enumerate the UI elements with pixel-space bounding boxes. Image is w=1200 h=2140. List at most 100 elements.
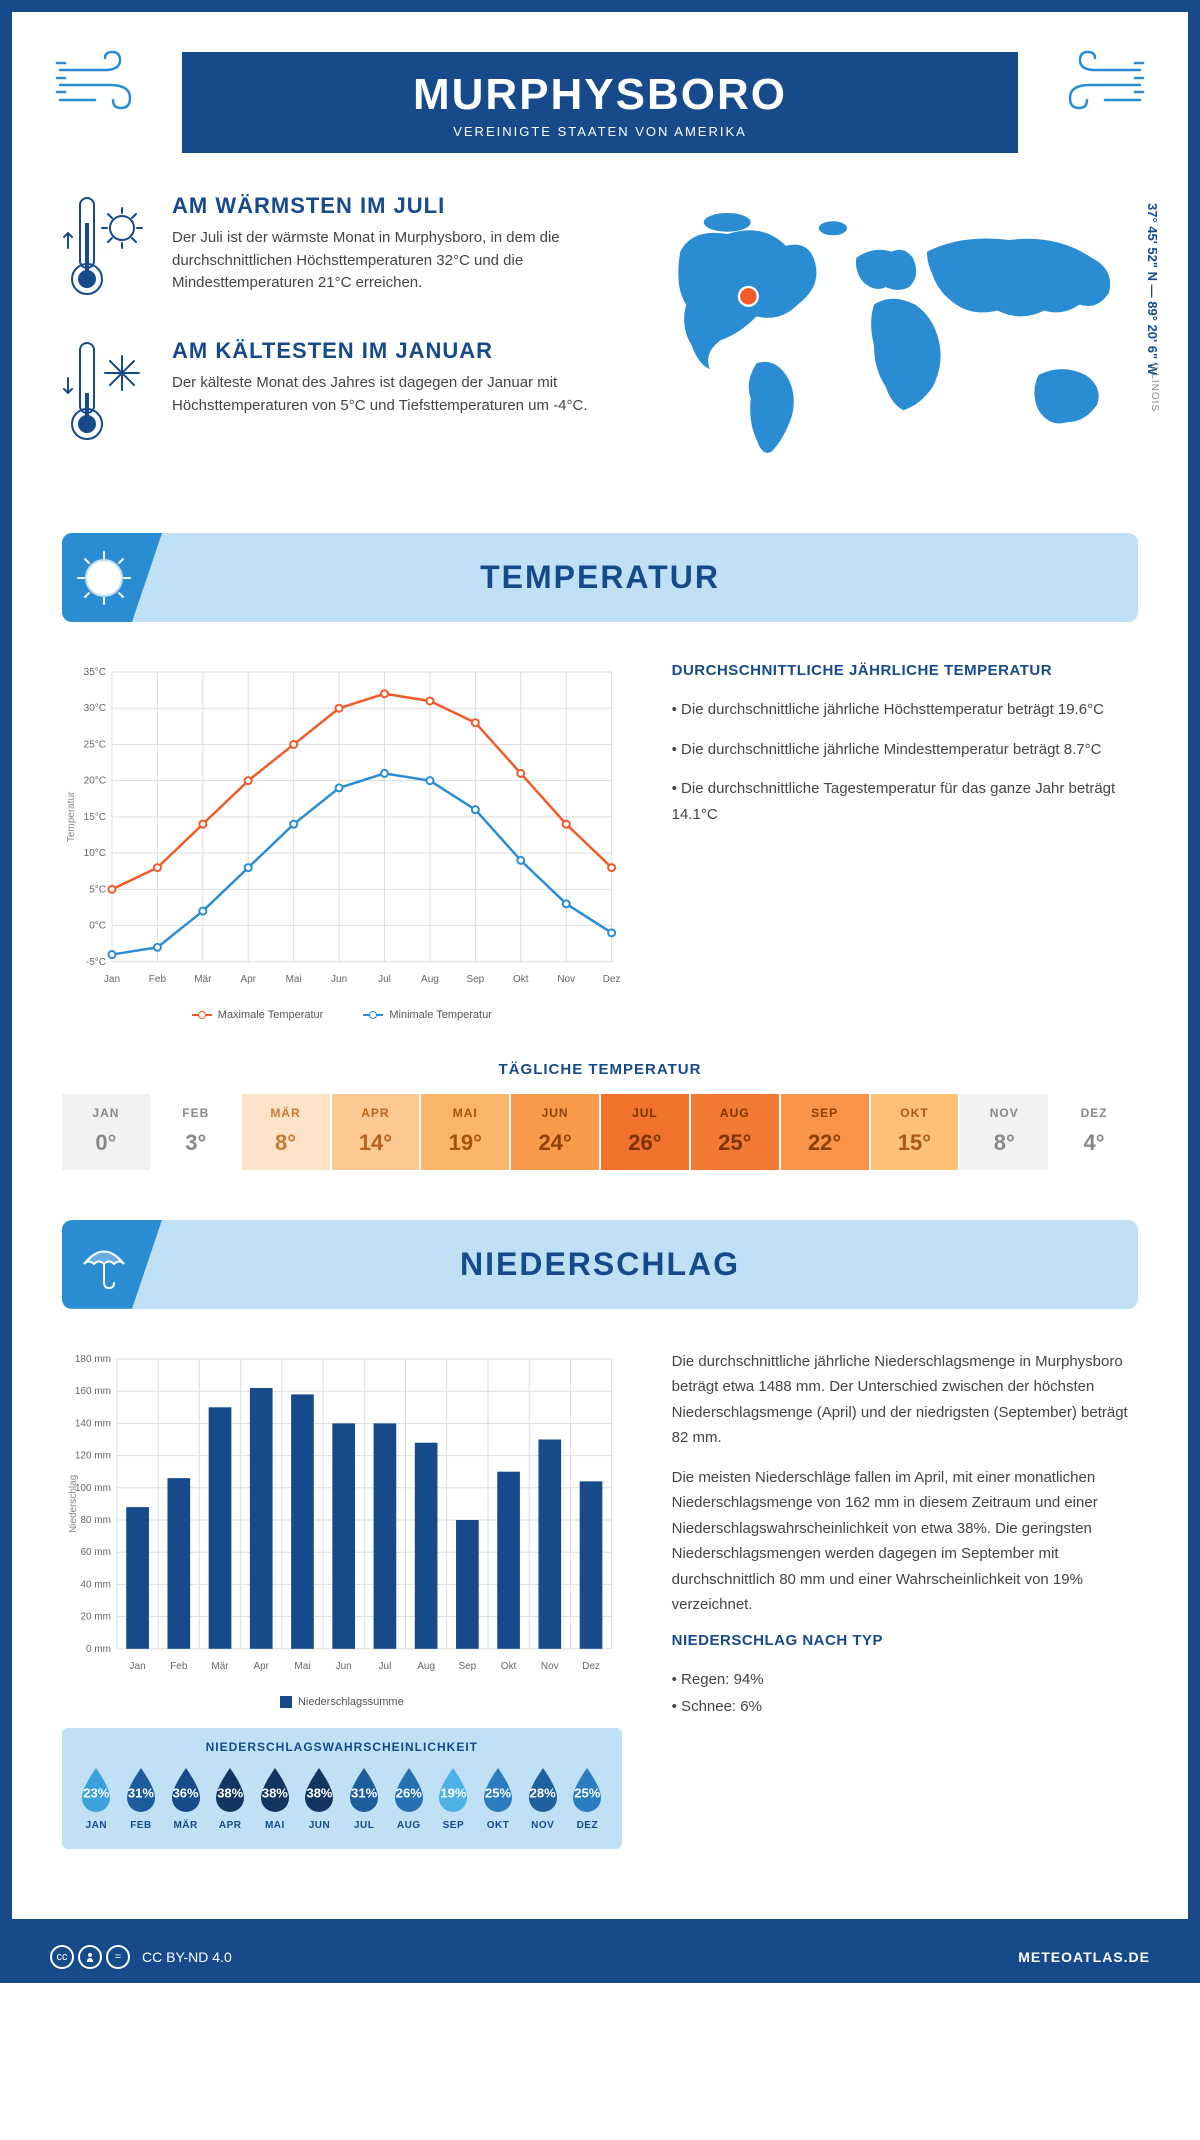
precip-snow: • Schnee: 6% <box>672 1694 1138 1720</box>
temperature-section-banner: TEMPERATUR <box>62 533 1138 622</box>
coordinates-label: 37° 45' 52" N — 89° 20' 6" W <box>1145 203 1160 375</box>
wind-icon-left <box>55 50 145 120</box>
svg-text:Apr: Apr <box>253 1661 269 1672</box>
cc-icons: cc = <box>50 1945 130 1969</box>
svg-text:Mär: Mär <box>211 1661 229 1672</box>
svg-text:0 mm: 0 mm <box>86 1644 111 1655</box>
daily-temp-cell: APR 14° <box>332 1094 420 1170</box>
legend-max-label: Maximale Temperatur <box>218 1009 324 1021</box>
svg-text:Okt: Okt <box>501 1661 517 1672</box>
svg-text:Mai: Mai <box>294 1661 310 1672</box>
city-title: MURPHYSBORO <box>182 70 1018 120</box>
svg-text:60 mm: 60 mm <box>80 1547 111 1558</box>
intro-row: AM WÄRMSTEN IM JULI Der Juli ist der wär… <box>62 193 1138 483</box>
daily-temp-cell: DEZ 4° <box>1050 1094 1138 1170</box>
license-label: CC BY-ND 4.0 <box>142 1949 232 1965</box>
svg-text:140 mm: 140 mm <box>75 1418 111 1429</box>
probability-drop: 36% MÄR <box>165 1766 206 1831</box>
daily-temp-cell: NOV 8° <box>960 1094 1048 1170</box>
precip-rain: • Regen: 94% <box>672 1667 1138 1693</box>
svg-text:Jan: Jan <box>104 974 120 985</box>
temp-avg-bullet1: • Die durchschnittliche jährliche Höchst… <box>672 697 1138 723</box>
svg-text:20°C: 20°C <box>84 776 106 787</box>
temp-avg-bullet3: • Die durchschnittliche Tagestemperatur … <box>672 776 1138 827</box>
svg-text:30°C: 30°C <box>84 703 106 714</box>
svg-text:Niederschlag: Niederschlag <box>68 1475 79 1533</box>
svg-text:-5°C: -5°C <box>86 957 106 968</box>
coldest-text: Der kälteste Monat des Jahres ist dagege… <box>172 372 605 417</box>
temperature-title: TEMPERATUR <box>62 559 1138 596</box>
umbrella-icon <box>62 1220 162 1309</box>
daily-temp-cell: MAI 19° <box>421 1094 509 1170</box>
svg-text:180 mm: 180 mm <box>75 1354 111 1365</box>
daily-temp-cell: JAN 0° <box>62 1094 150 1170</box>
svg-text:25°C: 25°C <box>84 739 106 750</box>
daily-temp-cell: SEP 22° <box>781 1094 869 1170</box>
svg-text:0°C: 0°C <box>89 921 106 932</box>
svg-text:Sep: Sep <box>466 974 484 985</box>
svg-text:Aug: Aug <box>417 1661 435 1672</box>
svg-text:Nov: Nov <box>557 974 575 985</box>
legend-precip-label: Niederschlagssumme <box>298 1696 404 1708</box>
precip-text1: Die durchschnittliche jährliche Niedersc… <box>672 1349 1138 1451</box>
warmest-title: AM WÄRMSTEN IM JULI <box>172 193 605 219</box>
svg-text:160 mm: 160 mm <box>75 1386 111 1397</box>
coldest-block: AM KÄLTESTEN IM JANUAR Der kälteste Mona… <box>62 338 605 453</box>
daily-temp-cell: FEB 3° <box>152 1094 240 1170</box>
svg-text:Jul: Jul <box>379 1661 392 1672</box>
daily-temp-cell: JUL 26° <box>601 1094 689 1170</box>
svg-text:Sep: Sep <box>458 1661 476 1672</box>
temp-avg-bullet2: • Die durchschnittliche jährliche Mindes… <box>672 737 1138 763</box>
precip-text2: Die meisten Niederschläge fallen im Apri… <box>672 1465 1138 1618</box>
site-label: METEOATLAS.DE <box>1018 1949 1150 1965</box>
svg-text:5°C: 5°C <box>89 884 106 895</box>
country-subtitle: VEREINIGTE STAATEN VON AMERIKA <box>182 124 1018 139</box>
precipitation-bar-chart: 0 mm20 mm40 mm60 mm80 mm100 mm120 mm140 … <box>62 1349 622 1679</box>
svg-text:Okt: Okt <box>513 974 529 985</box>
probability-drop: 23% JAN <box>76 1766 117 1831</box>
state-label: ILLINOIS <box>1149 363 1160 412</box>
precipitation-probability-box: NIEDERSCHLAGSWAHRSCHEINLICHKEIT 23% JAN … <box>62 1728 622 1849</box>
probability-drop: 26% AUG <box>388 1766 429 1831</box>
daily-temp-cell: JUN 24° <box>511 1094 599 1170</box>
svg-text:120 mm: 120 mm <box>75 1450 111 1461</box>
probability-drop: 38% MAI <box>255 1766 296 1831</box>
svg-text:40 mm: 40 mm <box>80 1579 111 1590</box>
svg-text:35°C: 35°C <box>84 667 106 678</box>
svg-text:Apr: Apr <box>240 974 256 985</box>
wind-icon-right <box>1055 50 1145 120</box>
daily-temperature-grid: JAN 0° FEB 3° MÄR 8° APR 14° MAI 19° JUN… <box>62 1094 1138 1170</box>
svg-text:Dez: Dez <box>603 974 621 985</box>
precip-prob-title: NIEDERSCHLAGSWAHRSCHEINLICHKEIT <box>76 1740 608 1754</box>
svg-text:Jan: Jan <box>130 1661 146 1672</box>
svg-text:10°C: 10°C <box>84 848 106 859</box>
svg-text:Mär: Mär <box>194 974 212 985</box>
svg-text:20 mm: 20 mm <box>80 1611 111 1622</box>
temp-avg-title: DURCHSCHNITTLICHE JÄHRLICHE TEMPERATUR <box>672 662 1138 679</box>
svg-text:Feb: Feb <box>170 1661 188 1672</box>
warmest-text: Der Juli ist der wärmste Monat in Murphy… <box>172 227 605 295</box>
sun-icon <box>62 533 162 622</box>
svg-text:Nov: Nov <box>541 1661 559 1672</box>
precipitation-chart-row: 0 mm20 mm40 mm60 mm80 mm100 mm120 mm140 … <box>62 1349 1138 1849</box>
svg-text:Aug: Aug <box>421 974 439 985</box>
temperature-line-chart: -5°C0°C5°C10°C15°C20°C25°C30°C35°CJanFeb… <box>62 662 622 992</box>
svg-text:15°C: 15°C <box>84 812 106 823</box>
daily-temp-cell: AUG 25° <box>691 1094 779 1170</box>
probability-drop: 31% JUL <box>344 1766 385 1831</box>
infographic-frame: MURPHYSBORO VEREINIGTE STAATEN VON AMERI… <box>0 0 1200 1931</box>
precipitation-legend: Niederschlagssumme <box>62 1696 622 1708</box>
precip-by-type-title: NIEDERSCHLAG NACH TYP <box>672 1632 1138 1649</box>
precipitation-section-banner: NIEDERSCHLAG <box>62 1220 1138 1309</box>
thermometer-cold-icon <box>62 338 152 453</box>
header-banner: MURPHYSBORO VEREINIGTE STAATEN VON AMERI… <box>182 52 1018 153</box>
svg-text:100 mm: 100 mm <box>75 1483 111 1494</box>
legend-min-label: Minimale Temperatur <box>389 1009 492 1021</box>
svg-text:Mai: Mai <box>286 974 302 985</box>
probability-drop: 38% JUN <box>299 1766 340 1831</box>
temperature-chart-row: -5°C0°C5°C10°C15°C20°C25°C30°C35°CJanFeb… <box>62 662 1138 1021</box>
daily-temp-title: TÄGLICHE TEMPERATUR <box>62 1061 1138 1078</box>
world-map: 37° 45' 52" N — 89° 20' 6" W ILLINOIS <box>645 193 1138 480</box>
probability-drop: 25% OKT <box>478 1766 519 1831</box>
warmest-block: AM WÄRMSTEN IM JULI Der Juli ist der wär… <box>62 193 605 308</box>
